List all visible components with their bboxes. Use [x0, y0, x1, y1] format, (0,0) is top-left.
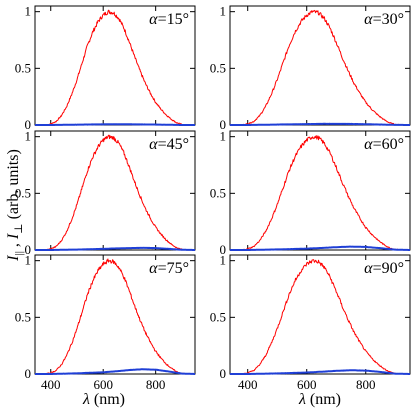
y-axis-title: I|| , I⊥ (arb. units): [5, 149, 25, 262]
y-tick-label: 0.5: [15, 60, 31, 75]
panel-grid: 0 0.5 1 α=15° 0 0.5 1 α=30° 0 0.5 1 α=45° 0 0.5 1 α=60°…: [15, 4, 411, 392]
y-axis-title-sub2: ⊥: [13, 223, 25, 233]
series-perpendicular: [229, 369, 411, 375]
y-axis-title-sub1: ||: [13, 251, 25, 255]
panel-frame: [229, 254, 411, 375]
y-tick-label: 0: [220, 366, 227, 381]
panel-label: α=75°: [149, 260, 189, 277]
series-perpendicular: [229, 245, 411, 251]
series-parallel: [230, 9, 410, 126]
y-tick-label: 0.5: [210, 309, 226, 324]
panel-label: α=45°: [149, 136, 189, 153]
panel-2: 0 0.5 1 α=30°: [210, 4, 411, 132]
y-tick-label: 1: [220, 129, 227, 144]
y-tick-label: 1: [25, 253, 32, 268]
y-tick-label: 1: [220, 4, 227, 19]
panel-4: 0 0.5 1 α=60°: [210, 129, 411, 257]
series-parallel: [230, 259, 410, 375]
y-axis-title-main: I: [5, 255, 22, 262]
series-parallel: [35, 134, 195, 251]
series-perpendicular: [34, 246, 196, 251]
panel-frame: [34, 130, 196, 251]
panel-frame: [229, 5, 411, 126]
y-tick-label: 1: [25, 129, 32, 144]
y-axis-title-main-2: I: [5, 233, 22, 240]
y-tick-label: 0.5: [210, 60, 226, 75]
panel-frame: [34, 254, 196, 375]
x-tick-label: 800: [356, 377, 376, 392]
y-tick-label: 0: [220, 117, 227, 132]
x-axis-title-right: λ (nm): [298, 391, 341, 408]
x-tick-label: 400: [238, 377, 258, 392]
x-axis-title-right-var: λ: [298, 391, 306, 408]
y-tick-label: 0: [25, 242, 32, 257]
x-axis-title-right-unit: (nm): [306, 391, 341, 408]
x-tick-label: 800: [146, 377, 166, 392]
y-tick-label: 1: [220, 253, 227, 268]
panel-label: α=60°: [364, 136, 404, 153]
series-parallel: [35, 9, 195, 126]
y-tick-label: 0: [25, 366, 32, 381]
panel-3: 0 0.5 1 α=45°: [15, 129, 196, 257]
series-perpendicular: [229, 122, 411, 126]
panel-1: 0 0.5 1 α=15°: [15, 4, 196, 132]
panel-label: α=90°: [364, 260, 404, 277]
y-tick-label: 0.5: [15, 309, 31, 324]
x-axis-title-left-unit: (nm): [90, 391, 125, 408]
x-axis-title-left: λ (nm): [82, 391, 125, 408]
panel-label: α=30°: [364, 11, 404, 28]
series-parallel: [230, 135, 410, 251]
x-tick-label: 600: [297, 377, 317, 392]
panel-label: α=15°: [149, 11, 189, 28]
panel-6: 0 0.5 1 400 600 800 α=90°: [210, 253, 411, 392]
y-axis-title-sep: ,: [5, 239, 22, 251]
panel-5: 0 0.5 1 400 600 800 α=75°: [15, 253, 196, 392]
y-tick-label: 0.5: [15, 185, 31, 200]
series-perpendicular: [34, 368, 196, 375]
x-axis-title-left-var: λ: [82, 391, 90, 408]
y-tick-label: 0: [220, 242, 227, 257]
series-perpendicular: [34, 123, 196, 126]
x-tick-label: 400: [41, 377, 61, 392]
y-tick-label: 0: [25, 117, 32, 132]
x-tick-label: 600: [93, 377, 113, 392]
y-axis-title-rest: (arb. units): [5, 149, 22, 223]
series-parallel: [35, 258, 195, 375]
y-tick-label: 0.5: [210, 185, 226, 200]
panel-frame: [229, 130, 411, 251]
y-tick-label: 1: [25, 4, 32, 19]
